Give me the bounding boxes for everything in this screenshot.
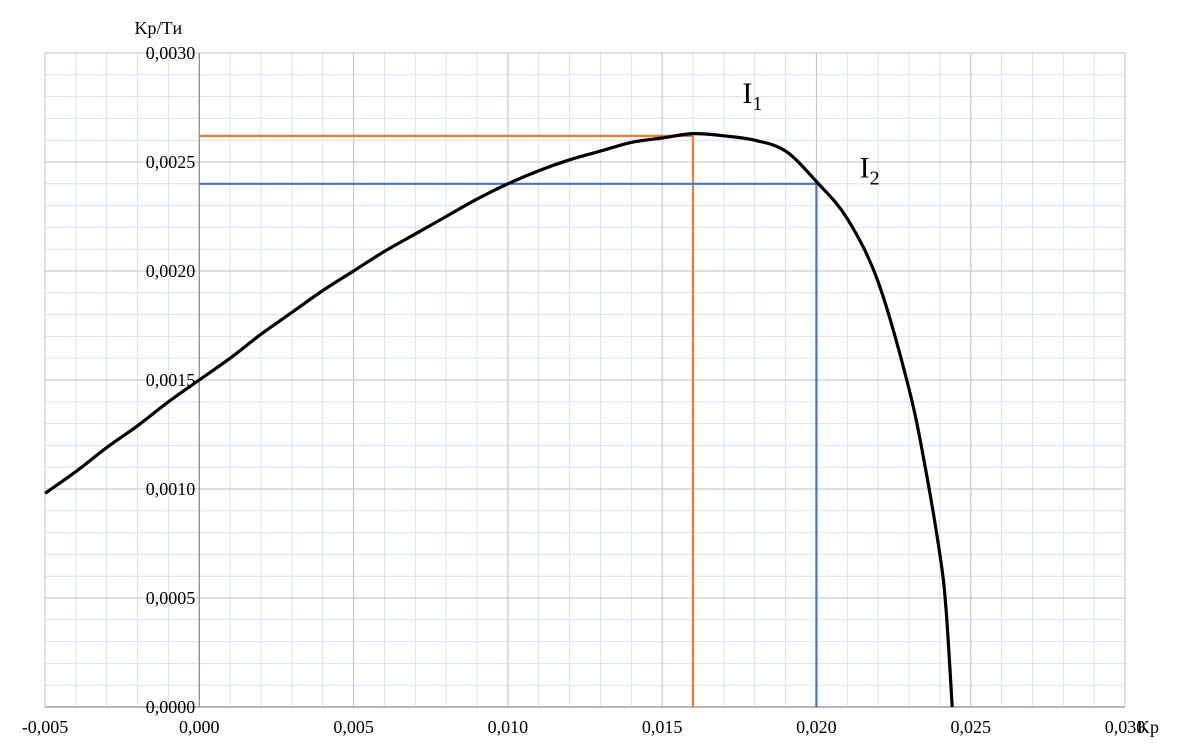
y-tick-label: 0,0030 bbox=[146, 43, 196, 63]
tick-labels: -0,005 0,000 0,005 0,010 0,015 0,020 0,025 0,03… bbox=[22, 43, 1146, 737]
x-tick-label: 0,030 bbox=[1105, 717, 1146, 737]
annotation-i2: I2 bbox=[860, 151, 880, 189]
x-tick-label: 0,015 bbox=[642, 717, 683, 737]
annotation-main-text: I bbox=[860, 151, 870, 184]
x-axis-title: Kp bbox=[1137, 717, 1159, 737]
x-tick-label: -0,005 bbox=[22, 717, 69, 737]
y-tick-label: 0,0000 bbox=[146, 697, 196, 717]
y-tick-label: 0,0005 bbox=[146, 588, 196, 608]
y-tick-label: 0,0010 bbox=[146, 479, 196, 499]
x-tick-label: 0,005 bbox=[333, 717, 374, 737]
annotation-subscript: 2 bbox=[870, 167, 880, 189]
x-tick-label: 0,010 bbox=[488, 717, 529, 737]
x-tick-label: 0,025 bbox=[950, 717, 991, 737]
series-layer bbox=[44, 132, 954, 708]
x-tick-label: 0,000 bbox=[179, 717, 220, 737]
major-grid bbox=[44, 52, 1126, 708]
annotation-subscript: 1 bbox=[752, 93, 762, 115]
y-tick-label: 0,0020 bbox=[146, 261, 196, 281]
x-tick-label: 0,020 bbox=[796, 717, 837, 737]
y-tick-label: 0,0015 bbox=[146, 370, 196, 390]
y-tick-label: 0,0025 bbox=[146, 152, 196, 172]
y-axis-title: Kp/Tи bbox=[134, 18, 182, 38]
annotation-i1: I1 bbox=[742, 77, 762, 115]
series-line-0 bbox=[44, 132, 954, 708]
annotation-main-text: I bbox=[742, 77, 752, 110]
